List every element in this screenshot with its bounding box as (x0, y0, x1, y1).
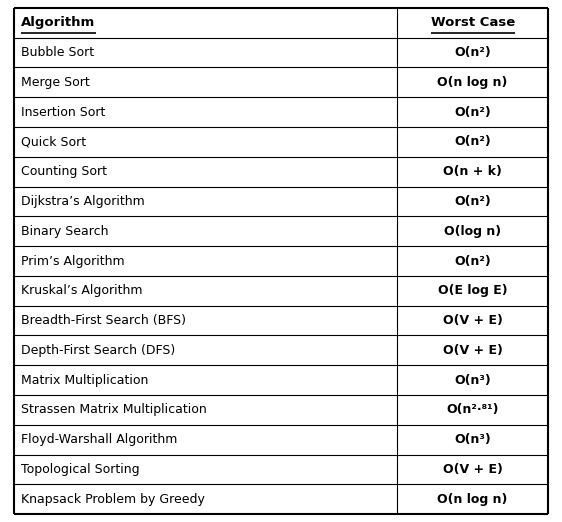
Text: O(n³): O(n³) (454, 433, 491, 446)
Text: Dijkstra’s Algorithm: Dijkstra’s Algorithm (21, 195, 145, 208)
Text: Algorithm: Algorithm (21, 16, 96, 29)
Text: O(n log n): O(n log n) (437, 76, 508, 89)
Text: Prim’s Algorithm: Prim’s Algorithm (21, 255, 125, 267)
Text: O(n²): O(n²) (454, 46, 491, 59)
Text: Counting Sort: Counting Sort (21, 165, 107, 178)
Text: Worst Case: Worst Case (430, 16, 515, 29)
Text: O(n²): O(n²) (454, 195, 491, 208)
Text: Quick Sort: Quick Sort (21, 135, 87, 148)
Text: Matrix Multiplication: Matrix Multiplication (21, 374, 149, 387)
Text: O(log n): O(log n) (444, 224, 501, 238)
Text: Depth-First Search (DFS): Depth-First Search (DFS) (21, 344, 175, 357)
Text: O(n log n): O(n log n) (437, 493, 508, 506)
Text: O(n³): O(n³) (454, 374, 491, 387)
Text: O(V + E): O(V + E) (443, 344, 502, 357)
Text: Bubble Sort: Bubble Sort (21, 46, 94, 59)
Text: Knapsack Problem by Greedy: Knapsack Problem by Greedy (21, 493, 205, 506)
Text: O(V + E): O(V + E) (443, 463, 502, 476)
Text: O(n²): O(n²) (454, 105, 491, 118)
Text: O(n²): O(n²) (454, 255, 491, 267)
Text: O(n²): O(n²) (454, 135, 491, 148)
Text: O(n²·⁸¹): O(n²·⁸¹) (446, 404, 499, 417)
Text: Strassen Matrix Multiplication: Strassen Matrix Multiplication (21, 404, 207, 417)
Text: Merge Sort: Merge Sort (21, 76, 90, 89)
Text: O(V + E): O(V + E) (443, 314, 502, 327)
Text: Breadth-First Search (BFS): Breadth-First Search (BFS) (21, 314, 187, 327)
Text: Floyd-Warshall Algorithm: Floyd-Warshall Algorithm (21, 433, 178, 446)
Text: Kruskal’s Algorithm: Kruskal’s Algorithm (21, 284, 143, 298)
Text: Binary Search: Binary Search (21, 224, 109, 238)
Text: Insertion Sort: Insertion Sort (21, 105, 106, 118)
Text: O(n + k): O(n + k) (443, 165, 502, 178)
Text: Topological Sorting: Topological Sorting (21, 463, 140, 476)
Text: O(E log E): O(E log E) (438, 284, 507, 298)
